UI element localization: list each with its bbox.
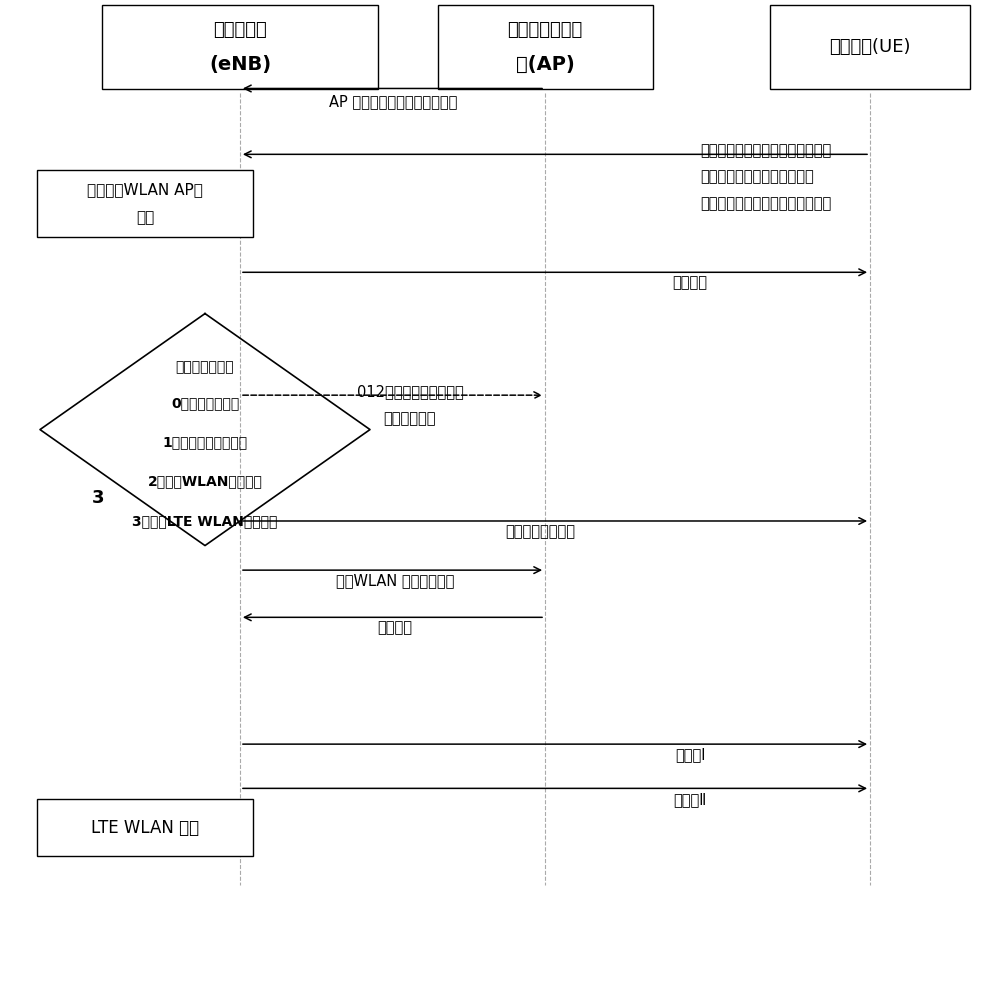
Bar (770, 6, 970, 89)
Text: 3：采用LTE WLAN聚合方式: 3：采用LTE WLAN聚合方式 (132, 514, 278, 528)
Text: 及其传输模式: 及其传输模式 (384, 411, 436, 426)
Text: 无线局域网接入: 无线局域网接入 (507, 21, 583, 38)
Bar (37, 170, 253, 237)
Text: (eNB): (eNB) (209, 55, 271, 75)
Text: 聚合应答: 聚合应答 (378, 620, 413, 636)
Text: 2：使用WLAN分流承载: 2：使用WLAN分流承载 (148, 475, 262, 489)
Text: LTE WLAN 聚合: LTE WLAN 聚合 (91, 819, 199, 837)
Text: 等），用户位置信息，轨迹信息等: 等），用户位置信息，轨迹信息等 (700, 196, 831, 211)
Text: 请求响应: 请求响应 (672, 275, 708, 291)
Text: 请求WLAN 协助聚合通知: 请求WLAN 协助聚合通知 (336, 573, 454, 589)
Text: 0：等待下次传输: 0：等待下次传输 (171, 396, 239, 410)
Text: 用户发起传输请求，报告需求信息: 用户发起传输请求，报告需求信息 (700, 143, 831, 158)
Text: 012方案采用系统内通知: 012方案采用系统内通知 (357, 384, 463, 399)
Text: 3: 3 (92, 490, 104, 507)
Text: 点(AP): 点(AP) (516, 55, 574, 75)
Text: 传输模式决策：: 传输模式决策： (176, 361, 234, 375)
Text: （请求数据量，最大传输时限: （请求数据量，最大传输时限 (700, 169, 814, 185)
Bar (438, 6, 653, 89)
Text: 数据流Ⅰ: 数据流Ⅰ (675, 747, 705, 763)
Text: 射集: 射集 (136, 210, 154, 225)
Text: 用户终端(UE): 用户终端(UE) (829, 38, 911, 56)
Text: 数据流Ⅱ: 数据流Ⅱ (673, 791, 707, 807)
Text: 更新可用WLAN AP映: 更新可用WLAN AP映 (87, 182, 203, 197)
Text: 传输模式配置通知: 传输模式配置通知 (505, 524, 575, 540)
Text: 1：使用蜂窝移动数据: 1：使用蜂窝移动数据 (162, 435, 248, 449)
Bar (37, 799, 253, 856)
Text: 演进型基站: 演进型基站 (213, 21, 267, 38)
Text: AP 更新与报告坐标与网络状态: AP 更新与报告坐标与网络状态 (329, 93, 457, 109)
Bar (102, 6, 378, 89)
